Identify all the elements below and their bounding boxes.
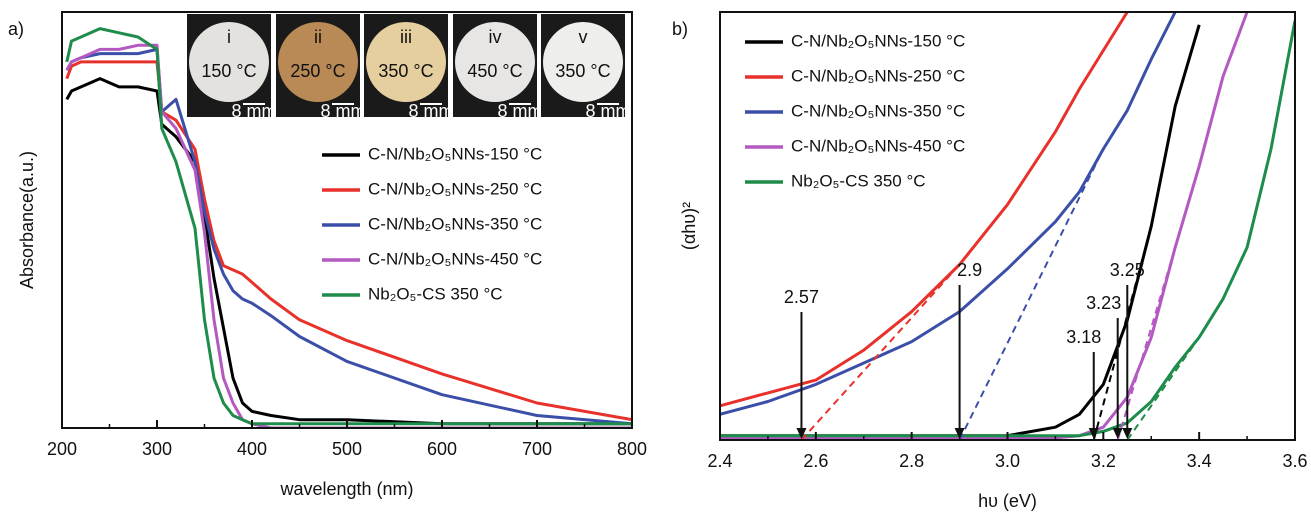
sample-disc xyxy=(543,22,623,102)
gap-label: 2.9 xyxy=(957,260,982,280)
scale-label: 8 mm xyxy=(232,101,277,121)
legend: C-N/Nb₂O₅NNs-150 °C C-N/Nb₂O₅NNs-250 °C C-… xyxy=(322,144,542,303)
legend-label: C-N/Nb₂O₅NNs-350 °C xyxy=(791,101,965,120)
photo-index: ii xyxy=(314,27,322,47)
tangent-line xyxy=(1092,225,1153,440)
x-tick-label: 3.6 xyxy=(1282,451,1307,471)
y-axis-label: (αhυ)² xyxy=(679,202,699,250)
legend-label: C-N/Nb₂O₅NNs-150 °C xyxy=(791,31,965,50)
x-tick-label: 3.4 xyxy=(1187,451,1212,471)
legend-label: C-N/Nb₂O₅NNs-150 °C xyxy=(368,144,542,163)
scale-label: 8 mm xyxy=(409,101,454,121)
sample-photo: v 350 °C 8 mm xyxy=(541,14,631,121)
x-tick-label: 2.8 xyxy=(899,451,924,471)
data-line xyxy=(65,27,632,426)
x-axis-label: wavelength (nm) xyxy=(279,479,413,499)
tangent-line xyxy=(1116,247,1177,440)
arrow-head xyxy=(1122,428,1133,439)
x-tick-label: 500 xyxy=(332,439,362,459)
scale-label: 8 mm xyxy=(498,101,543,121)
legend: C-N/Nb₂O₅NNs-150 °C C-N/Nb₂O₅NNs-250 °C C-… xyxy=(745,31,965,190)
panel-label: a) xyxy=(8,19,24,39)
data-line xyxy=(720,12,1177,416)
tangent-line xyxy=(1126,336,1200,440)
photo-index: v xyxy=(579,27,588,47)
gap-label: 3.18 xyxy=(1066,327,1101,347)
legend-label: C-N/Nb₂O₅NNs-450 °C xyxy=(791,136,965,155)
sample-disc xyxy=(455,22,535,102)
x-tick-label: 800 xyxy=(617,439,647,459)
x-tick-label: 200 xyxy=(47,439,77,459)
photo-temperature: 350 °C xyxy=(378,61,433,81)
data-line xyxy=(65,77,632,426)
x-tick-label: 600 xyxy=(427,439,457,459)
sample-photo: iii 350 °C 8 mm xyxy=(364,14,454,121)
tangent-line xyxy=(958,148,1105,440)
sample-disc xyxy=(278,22,358,102)
arrow-head xyxy=(1112,428,1123,439)
scale-label: 8 mm xyxy=(321,101,366,121)
y-axis-label: Absorbance(a.u.) xyxy=(17,151,37,289)
photo-temperature: 250 °C xyxy=(290,61,345,81)
tangent-line xyxy=(800,263,961,440)
panel-label: b) xyxy=(672,19,688,39)
gap-label: 3.25 xyxy=(1110,260,1145,280)
sample-photo: ii 250 °C 8 mm xyxy=(276,14,366,121)
legend-label: C-N/Nb₂O₅NNs-450 °C xyxy=(368,249,542,268)
x-tick-label: 2.4 xyxy=(707,451,732,471)
data-line xyxy=(65,43,632,428)
arrow-head xyxy=(954,428,965,439)
legend-label: C-N/Nb₂O₅NNs-250 °C xyxy=(368,179,542,198)
data-line xyxy=(720,12,1129,408)
x-tick-label: 2.6 xyxy=(803,451,828,471)
sample-photo: i 150 °C 8 mm xyxy=(187,14,277,121)
gap-label: 2.57 xyxy=(784,287,819,307)
photo-index: iv xyxy=(489,27,502,47)
legend-label: Nb₂O₅-CS 350 °C xyxy=(368,284,503,303)
photo-temperature: 350 °C xyxy=(555,61,610,81)
sample-disc xyxy=(366,22,446,102)
legend-label: C-N/Nb₂O₅NNs-250 °C xyxy=(791,66,965,85)
plot-area xyxy=(65,27,632,428)
scale-label: 8 mm xyxy=(586,101,631,121)
data-line xyxy=(65,60,632,422)
arrow-head xyxy=(796,428,807,439)
sample-photo: iv 450 °C 8 mm xyxy=(453,14,543,121)
gap-label: 3.23 xyxy=(1086,293,1121,313)
x-tick-label: 3.2 xyxy=(1091,451,1116,471)
x-tick-label: 400 xyxy=(237,439,267,459)
x-tick-label: 3.0 xyxy=(995,451,1020,471)
legend-label: Nb₂O₅-CS 350 °C xyxy=(791,171,926,190)
photo-index: iii xyxy=(400,27,412,47)
x-tick-label: 300 xyxy=(142,439,172,459)
x-tick-label: 700 xyxy=(522,439,552,459)
sample-disc xyxy=(189,22,269,102)
photo-temperature: 450 °C xyxy=(467,61,522,81)
data-line xyxy=(65,47,632,426)
photo-index: i xyxy=(227,27,231,47)
photo-temperature: 150 °C xyxy=(201,61,256,81)
legend-label: C-N/Nb₂O₅NNs-350 °C xyxy=(368,214,542,233)
arrow-head xyxy=(1088,428,1099,439)
x-axis-label: hυ (eV) xyxy=(978,491,1037,511)
